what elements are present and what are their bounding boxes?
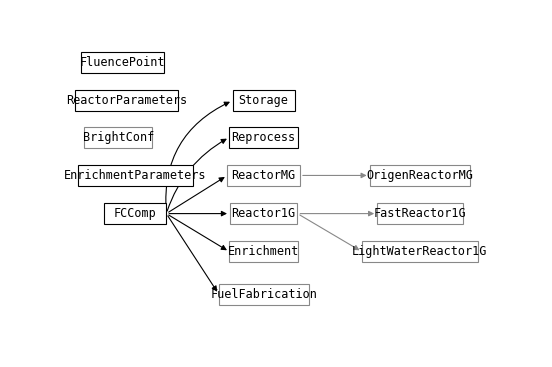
FancyBboxPatch shape [377, 203, 463, 224]
FancyBboxPatch shape [219, 284, 309, 305]
Text: FastReactor1G: FastReactor1G [374, 207, 466, 220]
Text: ReactorMG: ReactorMG [232, 169, 296, 182]
Text: Reactor1G: Reactor1G [232, 207, 296, 220]
Text: BrightConf: BrightConf [83, 131, 154, 144]
Text: FCComp: FCComp [114, 207, 157, 220]
Text: FuelFabrication: FuelFabrication [210, 288, 317, 301]
Text: ReactorParameters: ReactorParameters [66, 94, 187, 107]
FancyBboxPatch shape [104, 203, 166, 224]
Text: Reprocess: Reprocess [232, 131, 296, 144]
FancyBboxPatch shape [230, 241, 298, 262]
FancyBboxPatch shape [84, 127, 152, 148]
FancyBboxPatch shape [362, 241, 477, 262]
FancyBboxPatch shape [230, 203, 298, 224]
FancyBboxPatch shape [227, 165, 300, 186]
FancyBboxPatch shape [230, 127, 298, 148]
FancyBboxPatch shape [77, 165, 193, 186]
FancyBboxPatch shape [369, 165, 470, 186]
Text: Storage: Storage [238, 94, 289, 107]
Text: LightWaterReactor1G: LightWaterReactor1G [352, 245, 487, 258]
Text: OrigenReactorMG: OrigenReactorMG [367, 169, 473, 182]
Text: FluencePoint: FluencePoint [79, 56, 165, 69]
FancyBboxPatch shape [76, 90, 178, 111]
FancyBboxPatch shape [81, 52, 164, 73]
Text: EnrichmentParameters: EnrichmentParameters [64, 169, 206, 182]
FancyBboxPatch shape [232, 90, 295, 111]
Text: Enrichment: Enrichment [228, 245, 299, 258]
